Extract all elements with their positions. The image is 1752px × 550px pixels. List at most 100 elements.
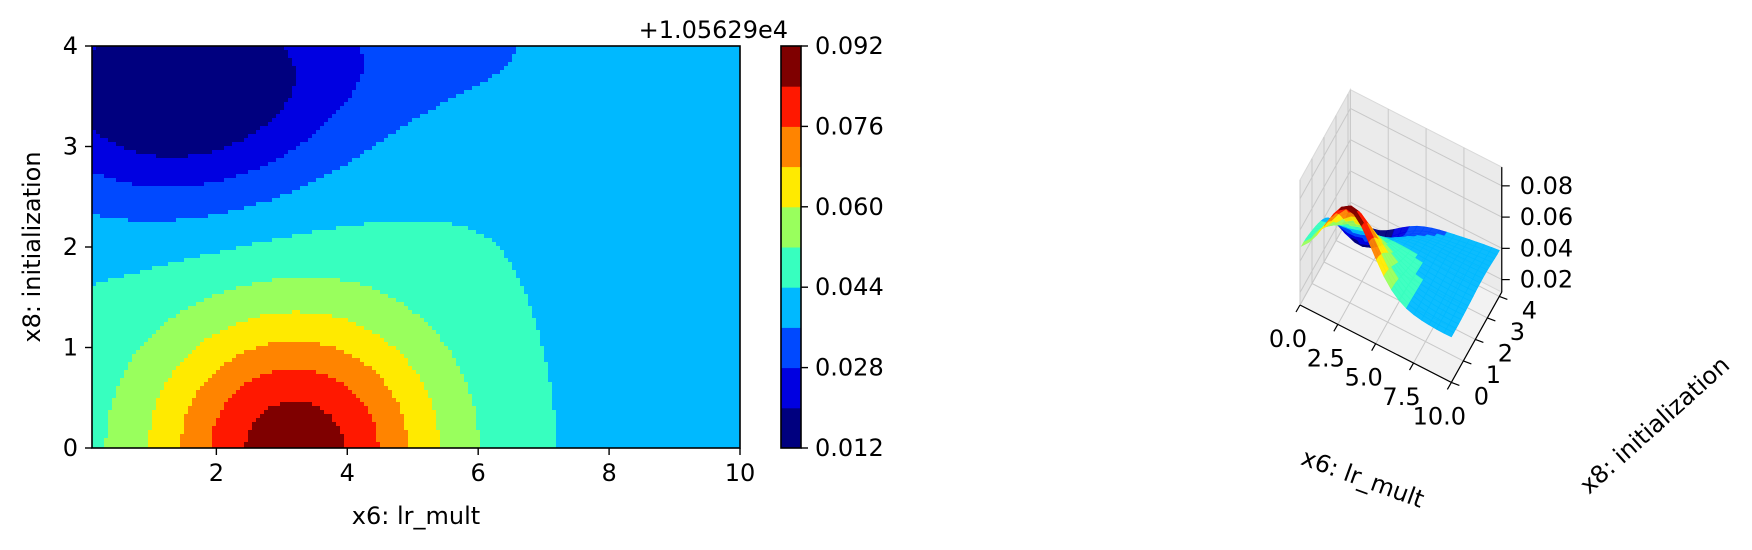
contour-cell [92, 98, 289, 103]
contour-cell [420, 114, 740, 119]
contour-cell [404, 418, 437, 423]
contour-cell [92, 414, 109, 419]
contour-cell [372, 366, 413, 371]
contour-cell [92, 74, 297, 79]
contour-cell [156, 402, 193, 407]
contour-cell [552, 382, 740, 387]
contour-cell [408, 434, 441, 439]
contour-cell [92, 134, 101, 139]
contour-cell [348, 162, 740, 167]
grid-line [1299, 170, 1351, 262]
contour-cell [332, 114, 421, 119]
contour-cell [412, 310, 533, 315]
contour-cell [92, 362, 129, 367]
contour-cell [92, 154, 157, 159]
contour-cell [348, 98, 449, 103]
contour-cell [436, 106, 740, 111]
contour-cell [296, 66, 365, 71]
contour-cell [272, 238, 493, 243]
contour-cell [536, 326, 740, 331]
contour-cell [160, 394, 197, 399]
contour-cell [548, 378, 740, 383]
contour-cell [136, 150, 213, 155]
contour-cell [316, 130, 397, 135]
contour-cell [476, 426, 557, 431]
contour-cell [296, 146, 373, 151]
contour-cell [496, 242, 740, 247]
contour-cell [428, 110, 740, 115]
contour-cell [492, 238, 740, 243]
contour-cell [92, 426, 109, 431]
contour-cell [212, 334, 381, 339]
contour-cell [288, 50, 361, 55]
contour-cell [240, 386, 349, 391]
contour-cell [364, 70, 501, 75]
contour-cell [92, 266, 153, 271]
contour-cell [260, 126, 321, 131]
contour-cell [272, 118, 329, 123]
contour-cell [536, 318, 740, 323]
contour-cell [400, 350, 453, 355]
contour-cell [292, 58, 365, 63]
grid-line [1350, 108, 1502, 187]
surface-x-tick-label: 7.5 [1382, 383, 1420, 411]
contour-cell [92, 354, 133, 359]
contour-cell [212, 438, 249, 443]
contour-cell [92, 78, 297, 83]
contour-cell [92, 106, 285, 111]
contour-cell [380, 374, 421, 379]
surface-y-axis-line [1450, 291, 1503, 383]
contour-cell [92, 382, 121, 387]
contour-cell [152, 422, 185, 427]
contour-cell [556, 418, 740, 423]
contour-cell [92, 114, 277, 119]
surface-y-tick-label: 2 [1498, 339, 1513, 367]
contour-cell [440, 434, 481, 439]
contour-cell [472, 398, 553, 403]
contour-cell [348, 318, 425, 323]
contour-cell [428, 390, 469, 395]
contour-cell [552, 402, 740, 407]
contour-cell [92, 394, 117, 399]
contour-cell [148, 434, 181, 439]
contour-cell [92, 182, 133, 187]
contour-cell [92, 374, 125, 379]
contour-cell [96, 46, 285, 51]
contour-cell [408, 446, 441, 448]
contour-cell [252, 282, 361, 287]
contour-cell [440, 446, 481, 448]
contour-cell [332, 170, 740, 175]
contour-cell [476, 414, 557, 419]
contour-cell [92, 218, 129, 223]
contour-cell [520, 278, 740, 283]
contour-cell [372, 414, 405, 419]
contour-cell [388, 342, 445, 347]
contour-cell [148, 442, 181, 447]
contour-cell [184, 430, 213, 435]
contour-cell [180, 310, 293, 315]
contour-cell [556, 438, 740, 443]
contour-cell [512, 58, 740, 63]
contour-cell [528, 298, 740, 303]
contour-cell [436, 426, 477, 431]
contour-cell [524, 286, 740, 291]
contour-cell [356, 322, 429, 327]
contour-cell [212, 446, 245, 448]
contour-cell [508, 62, 740, 67]
contour-cell [188, 354, 237, 359]
contour-cell [108, 414, 153, 419]
contour-cell [92, 190, 293, 195]
contour-cell [120, 378, 169, 383]
contour-cell [352, 354, 405, 359]
contour-cell [356, 82, 481, 87]
contour-cell [400, 410, 437, 415]
contour-cell [476, 418, 557, 423]
contour-y-ticks: 0 1 2 3 4 [63, 32, 92, 462]
surface-z-tick-label: 0.04 [1520, 234, 1573, 262]
contour-cell [92, 286, 237, 291]
contour-cell [352, 94, 457, 99]
contour-cell [212, 374, 261, 379]
contour-cell [552, 390, 740, 395]
contour-cell [92, 306, 189, 311]
contour-cell [92, 330, 157, 335]
